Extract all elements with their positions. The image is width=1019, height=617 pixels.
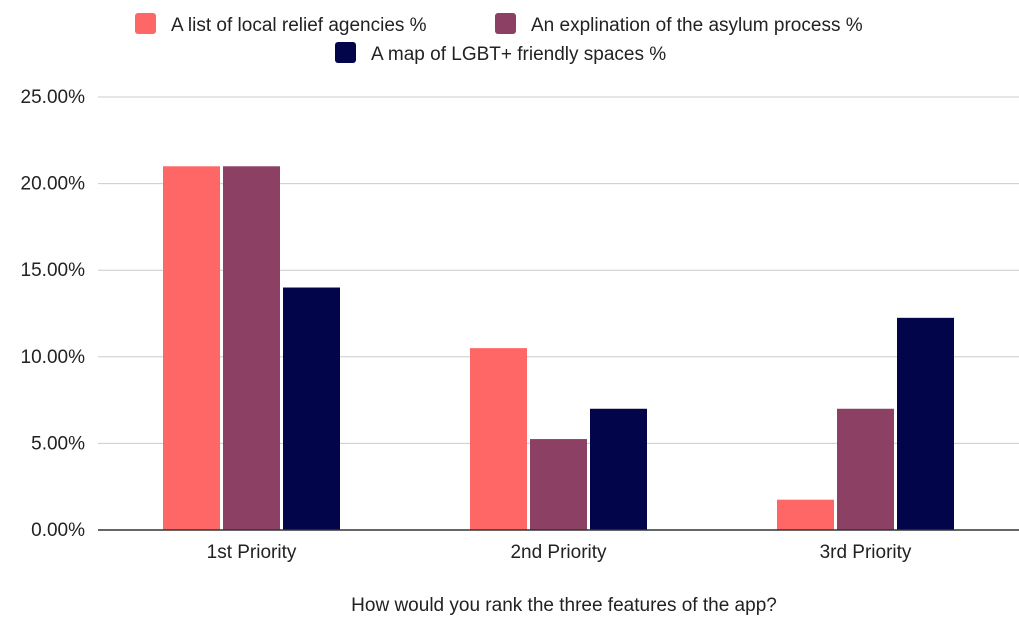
bar [837, 408, 894, 530]
legend-label: A map of LGBT+ friendly spaces % [371, 44, 666, 65]
y-axis: 0.00% 5.00% 10.00% 15.00% 20.00% 25.00% [21, 87, 86, 541]
legend-swatch [135, 13, 156, 34]
x-tick-label: 1st Priority [207, 542, 297, 563]
legend: A list of local relief agencies % An expl… [135, 13, 863, 65]
bar [470, 348, 527, 530]
legend-swatch [495, 13, 516, 34]
y-tick-label: 25.00% [21, 87, 86, 108]
bar [530, 439, 587, 530]
bar [590, 408, 647, 530]
y-tick-label: 0.00% [31, 520, 85, 541]
y-tick-label: 15.00% [21, 260, 86, 281]
x-axis-title: How would you rank the three features of… [351, 595, 777, 616]
bar [283, 287, 340, 530]
bars [163, 166, 954, 530]
x-axis: 1st Priority 2nd Priority 3rd Priority [207, 542, 912, 563]
bar [163, 166, 220, 530]
x-tick-label: 3rd Priority [820, 542, 912, 563]
x-tick-label: 2nd Priority [510, 542, 607, 563]
y-tick-label: 20.00% [21, 174, 86, 195]
y-tick-label: 10.00% [21, 347, 86, 368]
legend-swatch [335, 42, 356, 63]
legend-label: An explination of the asylum process % [531, 15, 863, 36]
y-tick-label: 5.00% [31, 433, 85, 454]
bar [223, 166, 280, 530]
bar [897, 317, 954, 530]
legend-label: A list of local relief agencies % [171, 15, 427, 36]
bar [777, 499, 834, 530]
